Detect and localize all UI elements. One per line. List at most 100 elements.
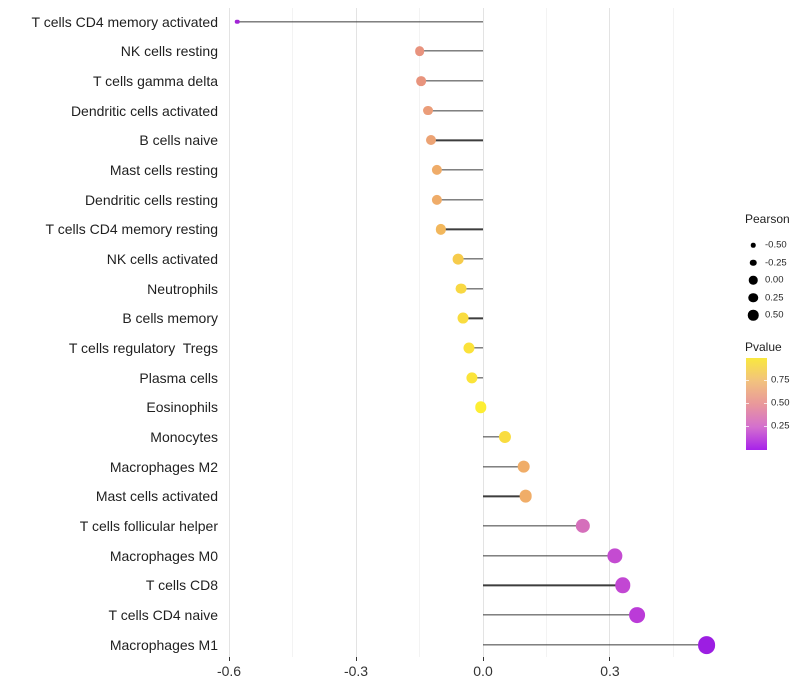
y-axis-label: NK cells resting xyxy=(120,43,218,60)
x-tick-label: 0.3 xyxy=(600,663,620,679)
pvalue-tick-label: 0.25 xyxy=(771,420,790,432)
lollipop-stem xyxy=(471,377,483,379)
y-axis-label: T cells follicular helper xyxy=(79,518,218,535)
y-axis-label: B cells naive xyxy=(139,132,218,149)
lollipop-stem xyxy=(461,287,483,290)
major-gridline xyxy=(482,8,484,657)
pearson-legend-label: 0.00 xyxy=(765,274,784,286)
lollipop-stem xyxy=(437,198,483,201)
major-gridline xyxy=(228,8,230,657)
pearson-legend-title: Pearson xyxy=(745,212,790,226)
y-axis-label: NK cells activated xyxy=(106,250,218,267)
lollipop-stem xyxy=(483,644,707,646)
y-axis-label: T cells CD4 memory activated xyxy=(31,13,218,30)
lollipop-dot xyxy=(614,577,631,594)
major-gridline xyxy=(609,8,611,657)
y-axis-label: T cells CD4 memory resting xyxy=(45,221,218,238)
pvalue-colorbar xyxy=(746,358,767,450)
pearson-legend-dot xyxy=(749,259,757,266)
pearson-legend-dot xyxy=(750,242,756,248)
x-tick-mark xyxy=(609,657,611,661)
lollipop-stem xyxy=(462,317,483,319)
pvalue-color-legend: Pvalue 0.75 0.50 0.25 xyxy=(744,340,800,450)
lollipop-dot xyxy=(457,312,469,324)
pearson-size-legend: Pearson -0.50 -0.25 0.00 0.25 0.50 xyxy=(744,212,800,321)
x-tick-label: -0.3 xyxy=(343,663,369,679)
minor-gridline xyxy=(545,8,547,657)
lollipop-dot xyxy=(423,105,433,116)
lollipop-dot xyxy=(475,401,487,414)
pvalue-tick-mark xyxy=(764,403,767,404)
y-axis-label: Neutrophils xyxy=(147,280,218,297)
lollipop-stem xyxy=(483,525,583,527)
lollipop-dot xyxy=(432,164,443,175)
lollipop-dot xyxy=(697,635,716,654)
lollipop-dot xyxy=(415,75,426,86)
pvalue-tick-label: 0.50 xyxy=(771,397,790,409)
y-axis-label: Monocytes xyxy=(150,429,218,446)
pearson-legend-label: -0.25 xyxy=(765,257,787,268)
y-axis-label: Mast cells resting xyxy=(109,161,218,178)
lollipop-stem xyxy=(458,258,483,260)
lollipop-stem xyxy=(440,228,483,230)
y-axis-label: Macrophages M2 xyxy=(109,458,218,475)
pvalue-tick-mark xyxy=(746,380,749,381)
lollipop-stem xyxy=(468,347,483,349)
y-axis-label: Dendritic cells resting xyxy=(84,191,218,208)
pearson-legend-label: -0.50 xyxy=(765,239,787,251)
x-tick-mark xyxy=(228,657,230,661)
lollipop-dot xyxy=(498,430,511,444)
pvalue-tick-mark xyxy=(746,403,749,404)
y-axis-label: T cells gamma delta xyxy=(92,72,218,89)
x-tick-mark xyxy=(482,657,484,661)
lollipop-stem xyxy=(420,80,483,82)
x-tick-label: -0.6 xyxy=(216,663,242,679)
y-axis-label: T cells regulatory Tregs xyxy=(68,339,218,356)
lollipop-dot xyxy=(455,283,467,295)
pvalue-legend-title: Pvalue xyxy=(745,340,782,354)
lollipop-dot xyxy=(607,548,623,564)
lollipop-dot xyxy=(463,342,475,354)
lollipop-stem xyxy=(483,614,637,616)
lollipop-stem xyxy=(237,20,483,23)
lollipop-dot xyxy=(628,607,645,624)
pearson-legend-dot xyxy=(748,275,758,285)
lollipop-dot xyxy=(432,194,443,205)
lollipop-dot xyxy=(235,19,240,24)
y-axis-label: Dendritic cells activated xyxy=(70,102,218,119)
lollipop-stem xyxy=(483,555,616,557)
lollipop-dot xyxy=(517,460,530,474)
y-axis-label: T cells CD8 xyxy=(145,577,218,594)
lollipop-stem xyxy=(483,436,505,438)
pvalue-tick-mark xyxy=(764,380,767,381)
lollipop-dot xyxy=(465,372,478,384)
pvalue-tick-label: 0.75 xyxy=(771,374,790,386)
minor-gridline xyxy=(672,8,674,657)
minor-gridline xyxy=(419,8,420,657)
major-gridline xyxy=(355,8,357,657)
x-tick-mark xyxy=(355,657,357,661)
minor-gridline xyxy=(292,8,293,657)
x-tick-label: 0.0 xyxy=(473,663,493,679)
lollipop-dot xyxy=(414,46,425,57)
y-axis-label: T cells CD4 naive xyxy=(108,607,218,624)
lollipop-dot xyxy=(575,518,591,534)
pearson-legend-label: 0.50 xyxy=(765,309,784,321)
pearson-legend-dot xyxy=(748,292,758,303)
lollipop-stem xyxy=(483,466,524,468)
pearson-legend-dot xyxy=(747,309,759,321)
lollipop-dot xyxy=(435,224,446,235)
lollipop-stem xyxy=(483,584,623,587)
lollipop-dot xyxy=(452,253,464,265)
pvalue-tick-mark xyxy=(764,426,767,427)
y-axis-label: Eosinophils xyxy=(146,399,218,416)
lollipop-dot xyxy=(519,490,533,503)
y-axis-label: Plasma cells xyxy=(139,369,218,386)
lollipop-stem xyxy=(437,169,483,171)
pvalue-tick-mark xyxy=(746,426,749,427)
pearson-legend-label: 0.25 xyxy=(765,292,784,303)
y-axis-label: Macrophages M1 xyxy=(109,636,218,653)
lollipop-dot xyxy=(425,135,436,146)
lollipop-stem xyxy=(483,495,526,498)
lollipop-stem xyxy=(427,109,483,112)
